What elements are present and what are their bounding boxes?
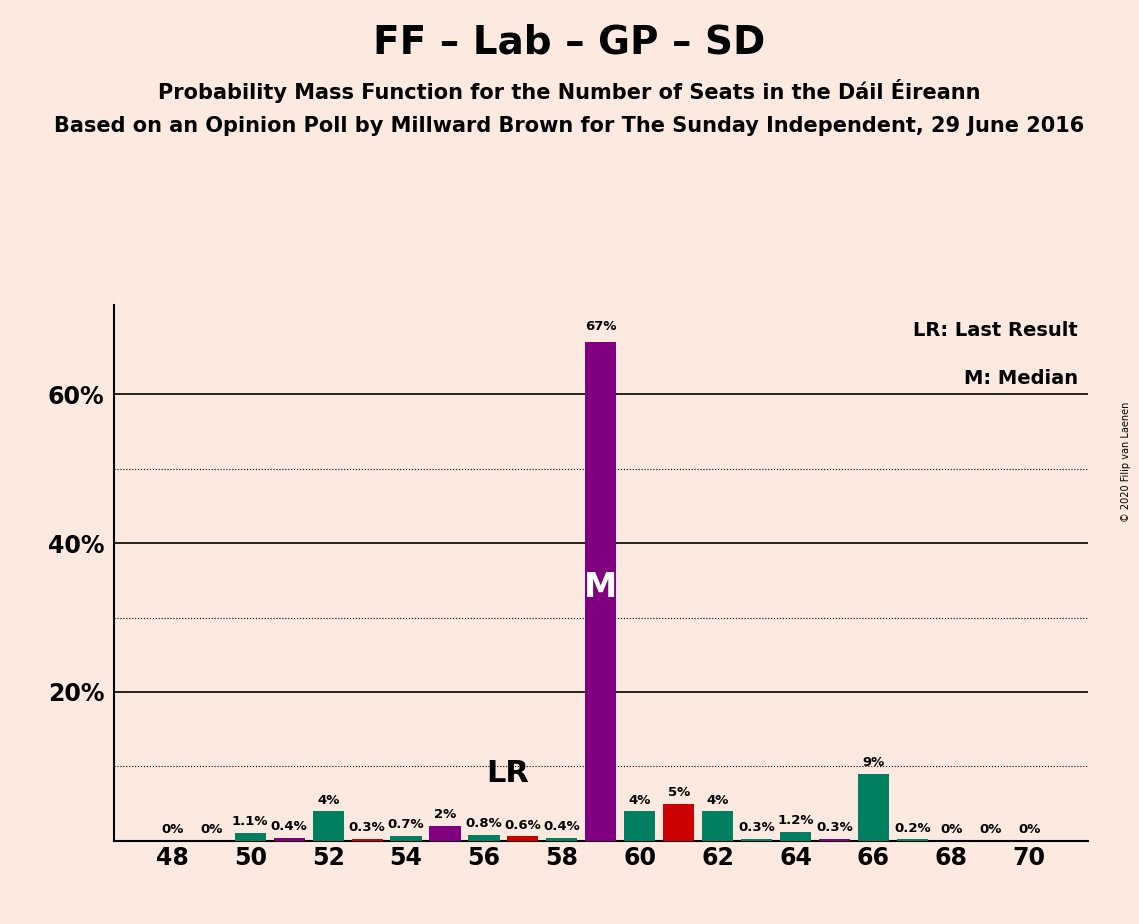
Text: 0.3%: 0.3% bbox=[738, 821, 775, 834]
Text: © 2020 Filip van Laenen: © 2020 Filip van Laenen bbox=[1121, 402, 1131, 522]
Text: 0%: 0% bbox=[1018, 823, 1041, 836]
Bar bbox=[273, 838, 305, 841]
Bar bbox=[547, 838, 577, 841]
Bar bbox=[235, 833, 265, 841]
Text: 0%: 0% bbox=[980, 823, 1001, 836]
Text: 0.8%: 0.8% bbox=[466, 818, 502, 831]
Text: 2%: 2% bbox=[434, 808, 456, 821]
Bar bbox=[663, 804, 695, 841]
Text: 0.3%: 0.3% bbox=[349, 821, 385, 834]
Text: 1.2%: 1.2% bbox=[777, 814, 814, 828]
Text: 0%: 0% bbox=[161, 823, 183, 836]
Bar bbox=[352, 839, 383, 841]
Bar bbox=[468, 835, 500, 841]
Bar bbox=[312, 811, 344, 841]
Text: 9%: 9% bbox=[862, 757, 885, 770]
Text: 4%: 4% bbox=[629, 794, 652, 807]
Bar bbox=[391, 835, 421, 841]
Text: 0.4%: 0.4% bbox=[271, 821, 308, 833]
Text: M: Median: M: Median bbox=[964, 370, 1077, 388]
Text: 0.3%: 0.3% bbox=[817, 821, 853, 834]
Text: 67%: 67% bbox=[585, 321, 616, 334]
Text: 0%: 0% bbox=[200, 823, 222, 836]
Text: 0.7%: 0.7% bbox=[387, 818, 425, 832]
Text: 4%: 4% bbox=[706, 794, 729, 807]
Text: M: M bbox=[584, 571, 617, 604]
Bar bbox=[858, 774, 890, 841]
Bar bbox=[507, 836, 539, 841]
Bar bbox=[702, 811, 734, 841]
Bar bbox=[585, 342, 616, 841]
Bar bbox=[741, 839, 772, 841]
Text: 0.4%: 0.4% bbox=[543, 821, 580, 833]
Bar bbox=[896, 839, 928, 841]
Text: 5%: 5% bbox=[667, 786, 690, 799]
Text: 0.2%: 0.2% bbox=[894, 821, 931, 835]
Bar bbox=[624, 811, 655, 841]
Text: LR: Last Result: LR: Last Result bbox=[913, 321, 1077, 340]
Text: 4%: 4% bbox=[317, 794, 339, 807]
Text: FF – Lab – GP – SD: FF – Lab – GP – SD bbox=[374, 23, 765, 61]
Text: 1.1%: 1.1% bbox=[232, 815, 269, 828]
Text: LR: LR bbox=[486, 760, 528, 788]
Text: 0.6%: 0.6% bbox=[505, 819, 541, 832]
Text: 0%: 0% bbox=[940, 823, 962, 836]
Bar bbox=[429, 826, 460, 841]
Bar bbox=[780, 832, 811, 841]
Text: Based on an Opinion Poll by Millward Brown for The Sunday Independent, 29 June 2: Based on an Opinion Poll by Millward Bro… bbox=[55, 116, 1084, 136]
Bar bbox=[819, 839, 850, 841]
Text: Probability Mass Function for the Number of Seats in the Dáil Éireann: Probability Mass Function for the Number… bbox=[158, 79, 981, 103]
